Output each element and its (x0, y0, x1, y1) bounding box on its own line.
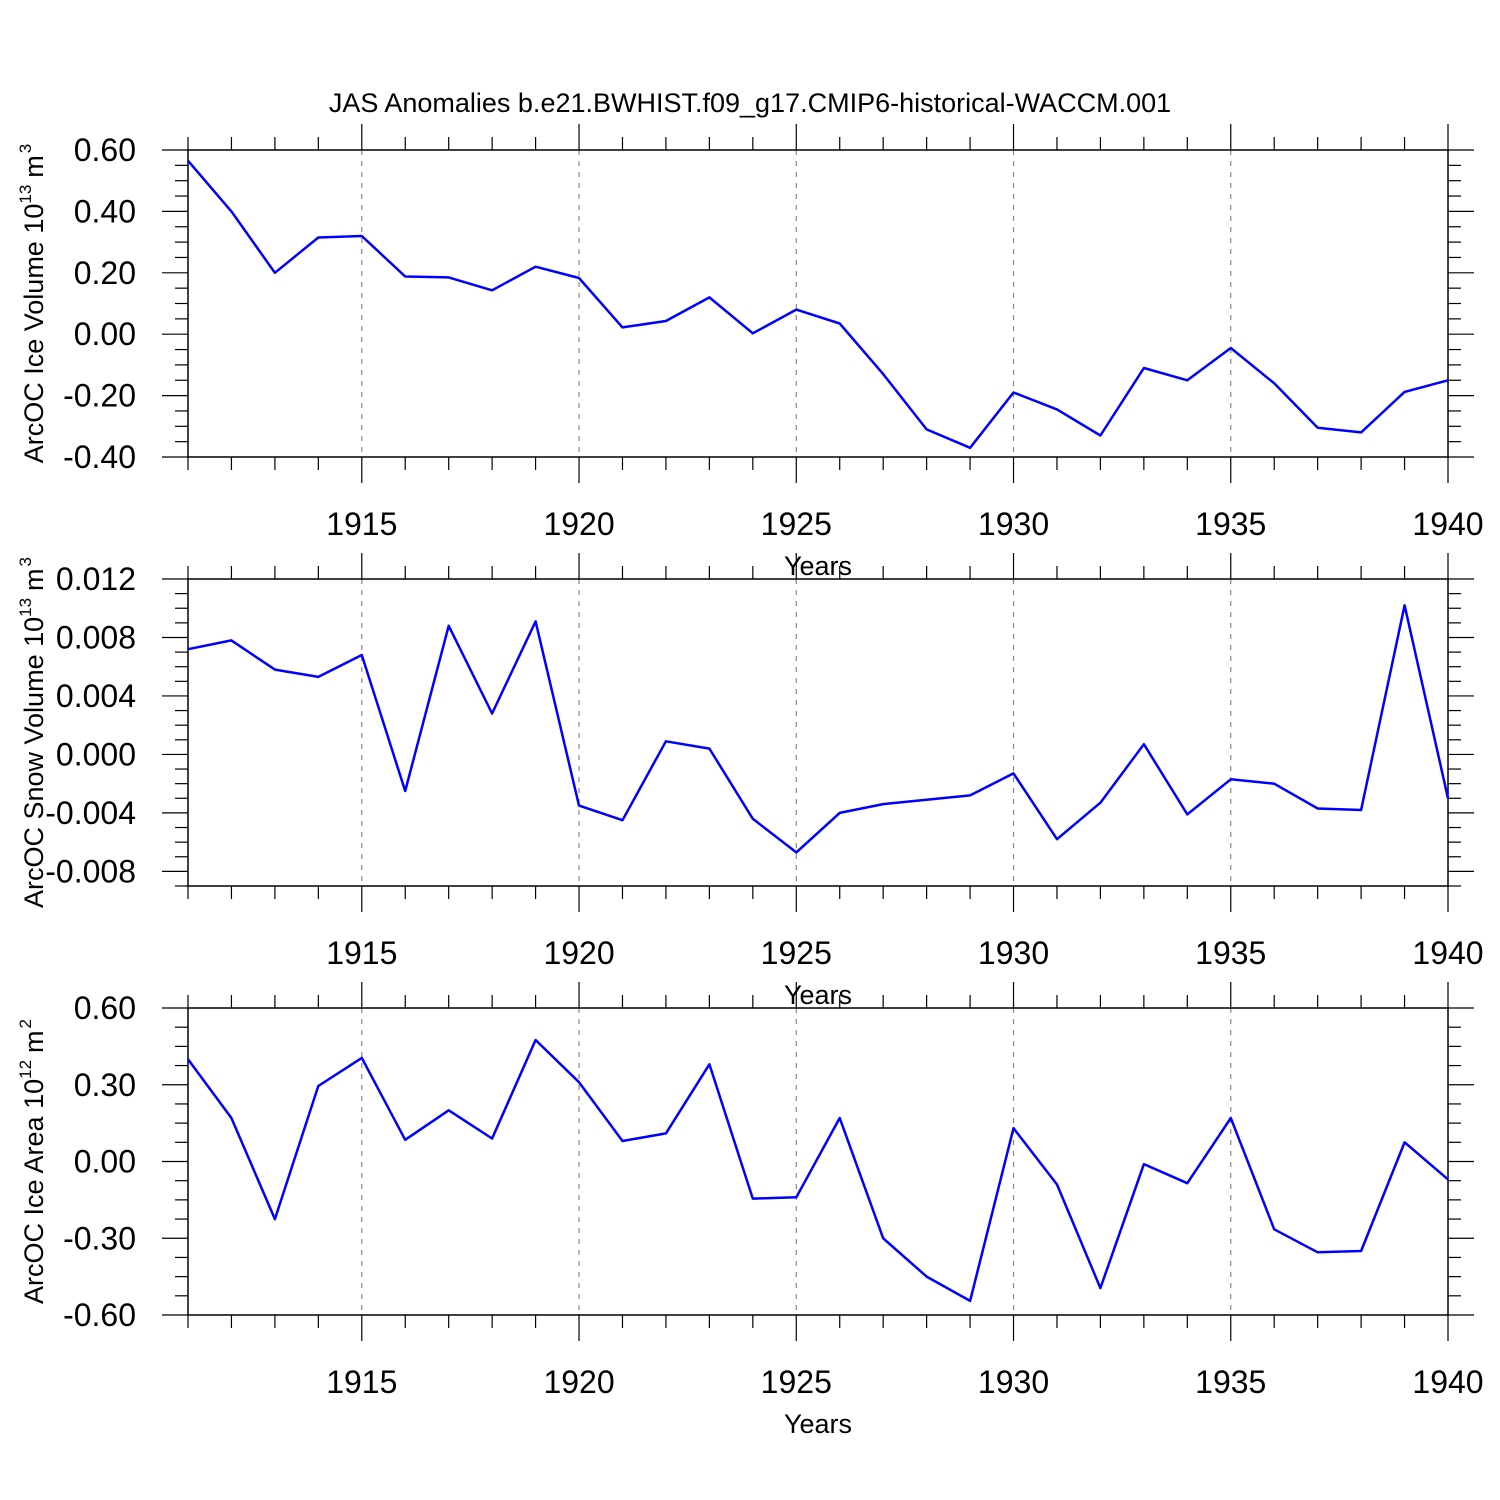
y-tick-label: -0.008 (45, 853, 136, 889)
x-tick-label: 1935 (1195, 1364, 1266, 1400)
y-tick-label: 0.60 (74, 990, 136, 1026)
x-tick-label: 1930 (978, 1364, 1049, 1400)
x-tick-label: 1915 (326, 506, 397, 542)
y-tick-label: 0.012 (56, 561, 136, 597)
y-tick-label: 0.000 (56, 736, 136, 772)
x-tick-label: 1940 (1412, 506, 1483, 542)
y-axis-title-unit: m (19, 1030, 49, 1053)
y-tick-label: 0.00 (74, 1144, 136, 1180)
y-axis-title: ArcOC Ice Volume 1013 m 3 (16, 144, 49, 464)
panel-1: 0.60 0.40 0.20 0.00 -0.20 -0.40 1915 1920 1925 19… (16, 124, 1484, 581)
y-tick-label: -0.20 (63, 378, 136, 414)
y-axis-title: ArcOC Ice Area 1012 m 2 (16, 1019, 49, 1304)
chart-title: JAS Anomalies b.e21.BWHIST.f09_g17.CMIP6… (329, 88, 1171, 118)
y-tick-label: 0.00 (74, 316, 136, 352)
x-tick-label: 1935 (1195, 506, 1266, 542)
x-tick-label: 1925 (761, 935, 832, 971)
x-tick-label: 1940 (1412, 1364, 1483, 1400)
x-tick-label: 1925 (761, 506, 832, 542)
x-tick-label: 1930 (978, 506, 1049, 542)
y-axis-title-unit-exponent: 2 (16, 1019, 35, 1028)
x-tick-label: 1915 (326, 1364, 397, 1400)
series-line (186, 1038, 1449, 1303)
y-axis-title-exponent: 13 (16, 185, 35, 204)
plot-frame (187, 1007, 1449, 1316)
y-axis-title-text: ArcOC Ice Volume 10 (19, 204, 49, 464)
plot-frame (187, 578, 1449, 887)
y-axis-title-unit-exponent: 3 (16, 144, 35, 153)
y-tick-label: -0.30 (63, 1220, 136, 1256)
panel-2: 0.012 0.008 0.004 0.000 -0.004 -0.008 1915 1920… (16, 553, 1484, 1010)
x-tick-label: 1940 (1412, 935, 1483, 971)
y-tick-label: -0.40 (63, 439, 136, 475)
y-axis-title-text: ArcOC Snow Volume 10 (19, 617, 49, 908)
y-axis-title-unit: m (19, 155, 49, 178)
x-axis-title: Years (784, 1409, 852, 1439)
x-tick-label: 1915 (326, 935, 397, 971)
y-tick-label: 0.008 (56, 619, 136, 655)
y-axis-title-unit: m (19, 568, 49, 591)
x-tick-label: 1930 (978, 935, 1049, 971)
series-line (187, 604, 1450, 854)
y-tick-label: 0.40 (74, 193, 136, 229)
y-tick-label: -0.004 (45, 795, 136, 831)
y-tick-label: -0.60 (63, 1297, 136, 1333)
y-axis-title-exponent: 13 (16, 598, 35, 617)
plot-frame (187, 149, 1449, 458)
x-tick-label: 1925 (761, 1364, 832, 1400)
x-tick-label: 1920 (543, 506, 614, 542)
x-tick-label: 1920 (543, 1364, 614, 1400)
x-axis-title: Years (784, 980, 852, 1010)
x-tick-label: 1935 (1195, 935, 1266, 971)
y-axis-title: ArcOC Snow Volume 1013 m 3 (16, 557, 49, 908)
x-tick-label: 1920 (543, 935, 614, 971)
y-axis-title-exponent: 12 (16, 1060, 35, 1079)
series-line (187, 159, 1449, 450)
y-axis-title-text: ArcOC Ice Area 10 (19, 1079, 49, 1304)
panels: 0.60 0.40 0.20 0.00 -0.20 -0.40 1915 1920 1925 19… (16, 124, 1484, 1439)
y-tick-label: 0.20 (74, 255, 136, 291)
y-axis-title-unit-exponent: 3 (16, 557, 35, 566)
x-axis-title: Years (784, 551, 852, 581)
y-tick-label: 0.30 (74, 1067, 136, 1103)
y-tick-label: 0.60 (74, 132, 136, 168)
panel-3: 0.60 0.30 0.00 -0.30 -0.60 1915 1920 1925 1930 19… (16, 982, 1484, 1439)
y-tick-label: 0.004 (56, 678, 136, 714)
